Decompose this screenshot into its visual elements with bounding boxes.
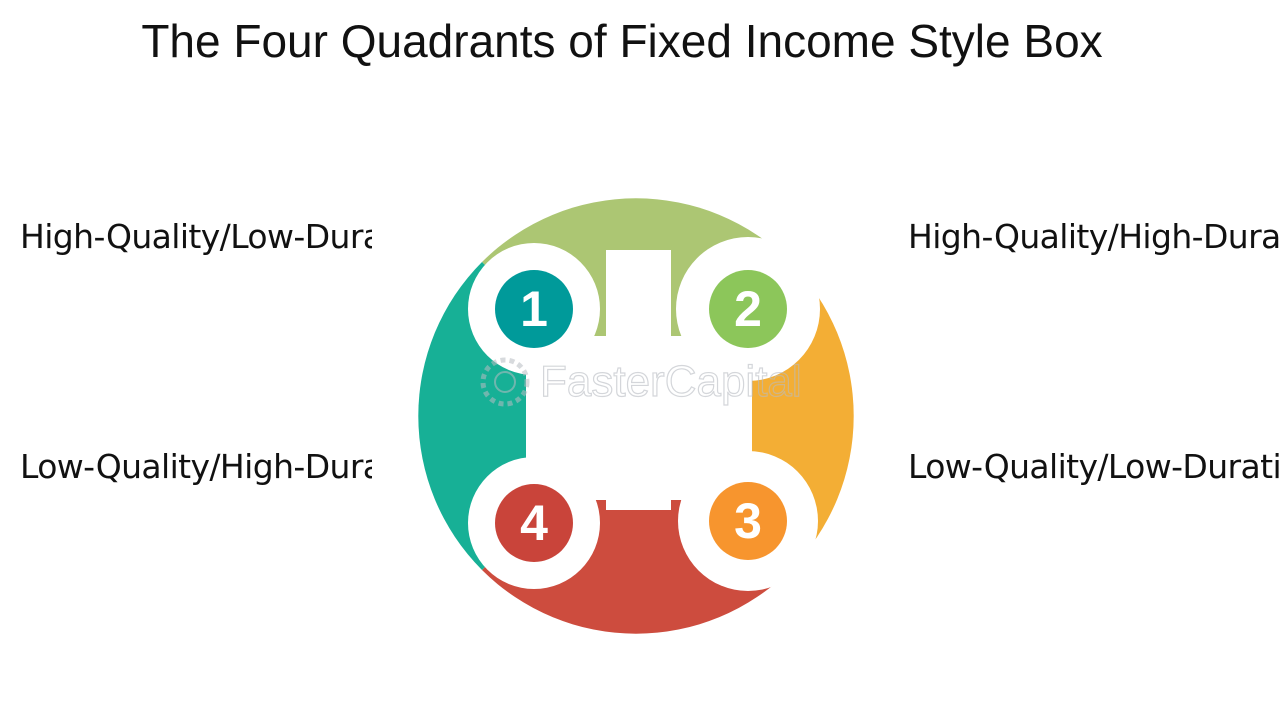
white-cross — [468, 237, 820, 591]
badge-4-number: 4 — [520, 495, 548, 551]
quadrant-3-label: Low-Quality/Low-Duration — [908, 447, 1280, 486]
badge-3-number: 3 — [734, 493, 762, 549]
watermark-text: FasterCapital — [540, 357, 802, 406]
badge-2-number: 2 — [734, 281, 762, 337]
page-title: The Four Quadrants of Fixed Income Style… — [141, 15, 1103, 67]
quadrant-2-label: High-Quality/High-Duration — [908, 217, 1280, 256]
badge-3-circle — [709, 482, 787, 560]
badge-1-number: 1 — [520, 281, 548, 337]
badge-2-circle — [709, 270, 787, 348]
quadrant-1-label: High-Quality/Low-Duration — [20, 217, 372, 256]
watermark-gear-icon — [480, 357, 530, 407]
quadrant-4-label: Low-Quality/High-Duration — [20, 447, 372, 486]
badge-1-circle — [495, 270, 573, 348]
badge-4-circle — [495, 484, 573, 562]
